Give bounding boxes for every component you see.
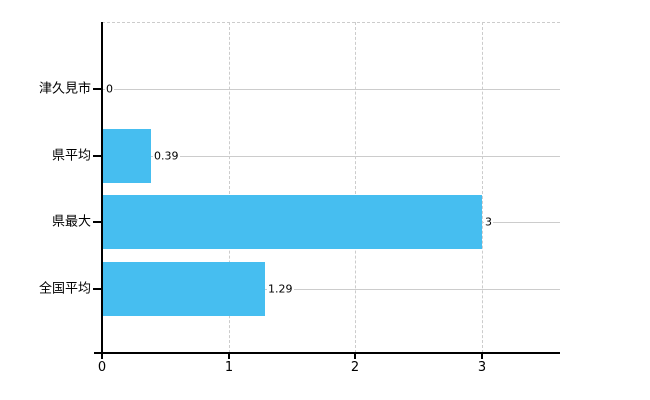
x-tick-label: 2 [350,360,360,375]
category-label: 全国平均 [38,281,91,296]
value-label: 3 [484,215,493,229]
x-axis-tick [228,354,230,359]
y-axis-tick [93,88,102,90]
value-label: 1.29 [267,281,294,296]
bar [103,262,265,316]
category-gridline [102,89,560,90]
vertical-gridline [229,22,230,353]
category-label: 津久見市 [38,81,91,97]
vertical-gridline [482,22,483,353]
value-label: 0.39 [153,148,180,163]
x-axis-tick [481,354,483,359]
vertical-gridline [355,22,356,353]
category-label: 県最大 [51,214,91,230]
x-tick-label: 0 [97,360,107,375]
category-label: 県平均 [51,148,91,163]
y-axis-tick [93,155,102,157]
x-axis-tick [354,354,356,359]
x-tick-label: 1 [224,360,234,375]
category-gridline [102,156,560,157]
plot-top-border [102,22,560,23]
x-tick-label: 3 [477,360,487,375]
bar [103,195,482,249]
value-label: 0 [105,82,114,96]
y-axis-tick [93,221,102,223]
y-axis-tick [93,288,102,290]
x-axis [94,352,560,354]
y-axis [101,22,103,353]
x-axis-tick [101,354,103,359]
category-gridline [102,289,560,290]
bar [103,129,151,183]
